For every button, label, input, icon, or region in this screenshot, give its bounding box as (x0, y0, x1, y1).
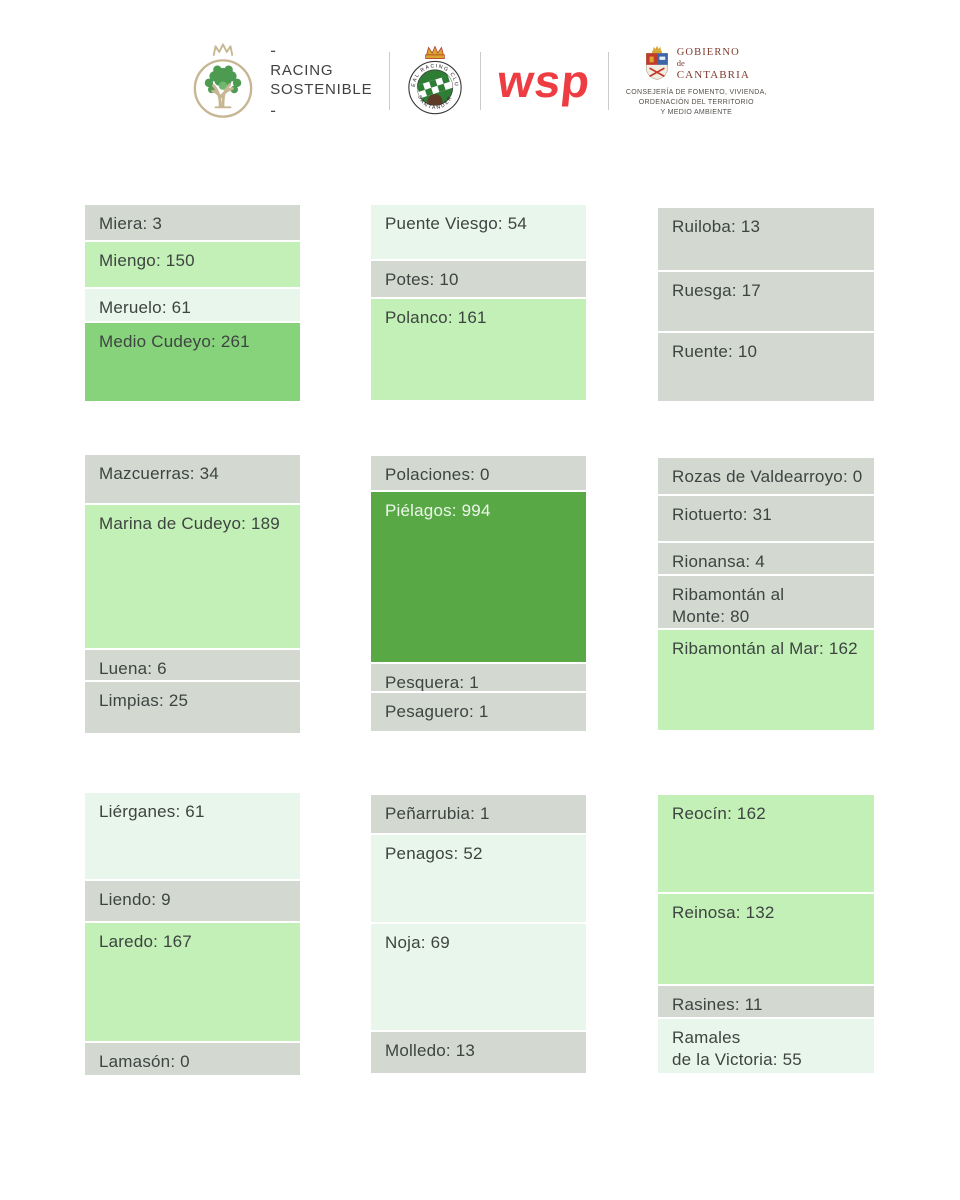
cell-lierganes: Liérganes: 61 (85, 793, 300, 879)
treemap-block-l2: Liérganes: 61 Liendo: 9 Laredo: 167 Lama… (85, 793, 300, 1077)
cell-label: Piélagos: 994 (385, 501, 491, 520)
gobierno-line3: CANTABRIA (676, 68, 750, 81)
header-divider (480, 52, 482, 110)
cell-rionansa: Rionansa: 4 (658, 543, 874, 574)
treemap-block-ru: Ruiloba: 13 Ruesga: 17 Ruente: 10 (658, 208, 874, 403)
cell-potes: Potes: 10 (371, 261, 586, 297)
dash-top: - (270, 41, 276, 61)
cell-label: Pesaguero: 1 (385, 702, 489, 721)
cell-label: Miera: 3 (99, 214, 163, 233)
cell-label: Potes: 10 (385, 270, 459, 289)
cell-label: Mazcuerras: 34 (99, 464, 219, 483)
cell-ramales-de-la-victoria: Ramales de la Victoria: 55 (658, 1019, 874, 1073)
cell-laredo: Laredo: 167 (85, 923, 300, 1041)
cell-label: Noja: 69 (385, 933, 450, 952)
cell-label: Polaciones: 0 (385, 465, 490, 484)
cell-limpias: Limpias: 25 (85, 682, 300, 733)
cell-pesquera: Pesquera: 1 (371, 664, 586, 691)
cell-label: Reinosa: 132 (672, 903, 775, 922)
cell-lamason: Lamasón: 0 (85, 1043, 300, 1075)
cell-ruente: Ruente: 10 (658, 333, 874, 401)
cell-label: Penagos: 52 (385, 844, 483, 863)
cell-label: Luena: 6 (99, 659, 167, 678)
cell-luena: Luena: 6 (85, 650, 300, 680)
cell-label: Rasines: 11 (672, 995, 763, 1014)
cell-label: Meruelo: 61 (99, 298, 191, 317)
treemap-block-p1: Puente Viesgo: 54 Potes: 10 Polanco: 161 (371, 205, 586, 402)
cell-medio-cudeyo: Medio Cudeyo: 261 (85, 323, 300, 401)
racing-sostenible-title: RACING SOSTENIBLE (270, 62, 373, 98)
gobierno-line1: GOBIERNO (676, 47, 740, 59)
cell-polaciones: Polaciones: 0 (371, 456, 586, 490)
cell-penagos: Penagos: 52 (371, 835, 586, 922)
cell-reocin: Reocín: 162 (658, 795, 874, 892)
cell-pielagos: Piélagos: 994 (371, 492, 586, 662)
cell-mazcuerras: Mazcuerras: 34 (85, 455, 300, 503)
header-divider (389, 52, 391, 110)
cell-label: Laredo: 167 (99, 932, 192, 951)
cantabria-coat-of-arms-icon (645, 46, 668, 81)
cell-label: Medio Cudeyo: 261 (99, 332, 250, 351)
cell-label: Pesquera: 1 (385, 673, 479, 691)
cell-meruelo: Meruelo: 61 (85, 289, 300, 321)
cell-label: Ruente: 10 (672, 342, 758, 361)
gobierno-department-text: CONSEJERÍA DE FOMENTO, VIVIENDA, ORDENAC… (625, 89, 767, 116)
cell-noja: Noja: 69 (371, 924, 586, 1030)
cell-miera: Miera: 3 (85, 205, 300, 240)
gobierno-line2: de (676, 58, 685, 69)
cell-label: Reocín: 162 (672, 804, 766, 823)
cell-label: Liendo: 9 (99, 890, 171, 909)
cell-ruiloba: Ruiloba: 13 (658, 208, 874, 270)
cell-label: Riotuerto: 31 (672, 505, 772, 524)
treemap-block-m: Miera: 3 Miengo: 150 Meruelo: 61 Medio C… (85, 205, 300, 403)
cell-label: Polanco: 161 (385, 308, 487, 327)
cell-puente-viesgo: Puente Viesgo: 54 (371, 205, 586, 259)
cell-label: Ribamontán al Monte: 80 (672, 585, 785, 627)
cell-rozas-de-valdearroyo: Rozas de Valdearroyo: 0 (658, 458, 874, 494)
cell-liendo: Liendo: 9 (85, 881, 300, 921)
cell-label: Marina de Cudeyo: 189 (99, 514, 280, 533)
cell-rasines: Rasines: 11 (658, 986, 874, 1017)
treemap-block-p3: Peñarrubia: 1 Penagos: 52 Noja: 69 Molle… (371, 795, 586, 1075)
cell-reinosa: Reinosa: 132 (658, 894, 874, 984)
cell-miengo: Miengo: 150 (85, 242, 300, 287)
racing-club-crest-icon: REAL RACING CLUB SANTANDER (407, 45, 463, 115)
dash-bottom: - (270, 100, 276, 120)
cell-label: Molledo: 13 (385, 1041, 476, 1060)
treemap-block-p2: Polaciones: 0 Piélagos: 994 Pesquera: 1 … (371, 456, 586, 733)
gobierno-title: GOBIERNO de CANTABRIA (677, 47, 750, 81)
cell-riotuerto: Riotuerto: 31 (658, 496, 874, 541)
cell-label: Ribamontán al Mar: 162 (672, 639, 858, 658)
cell-pesaguero: Pesaguero: 1 (371, 693, 586, 731)
cell-label: Ramales de la Victoria: 55 (672, 1028, 802, 1070)
cell-label: Ruiloba: 13 (672, 217, 761, 236)
cell-label: Miengo: 150 (99, 251, 195, 270)
cell-molledo: Molledo: 13 (371, 1032, 586, 1073)
racing-sostenible-tree-icon (193, 43, 253, 118)
cell-label: Ruesga: 17 (672, 281, 761, 300)
cell-polanco: Polanco: 161 (371, 299, 586, 400)
cell-label: Rozas de Valdearroyo: 0 (672, 467, 863, 486)
cell-label: Puente Viesgo: 54 (385, 214, 528, 233)
cell-ribamontan-al-mar: Ribamontán al Mar: 162 (658, 630, 874, 730)
header-divider (607, 52, 609, 110)
cell-label: Lamasón: 0 (99, 1052, 190, 1071)
header-logos: - RACING SOSTENIBLE - REAL RACING (0, 42, 960, 120)
cell-label: Rionansa: 4 (672, 552, 765, 571)
treemap-block-r1: Rozas de Valdearroyo: 0 Riotuerto: 31 Ri… (658, 458, 874, 732)
cell-label: Liérganes: 61 (99, 802, 205, 821)
treemap-block-r2: Reocín: 162 Reinosa: 132 Rasines: 11 Ram… (658, 795, 874, 1075)
wsp-logo: wsp (495, 55, 594, 107)
cell-ribamontan-al-monte: Ribamontán al Monte: 80 (658, 576, 874, 628)
racing-sostenible-wordmark: - RACING SOSTENIBLE - (270, 41, 373, 120)
gobierno-cantabria-logo: GOBIERNO de CANTABRIA CONSEJERÍA DE FOME… (626, 44, 767, 117)
cell-marina-de-cudeyo: Marina de Cudeyo: 189 (85, 505, 300, 648)
cell-penarrubia: Peñarrubia: 1 (371, 795, 586, 833)
cell-label: Limpias: 25 (99, 691, 189, 710)
treemap-block-l1: Mazcuerras: 34 Marina de Cudeyo: 189 Lue… (85, 455, 300, 735)
cell-ruesga: Ruesga: 17 (658, 272, 874, 331)
cell-label: Peñarrubia: 1 (385, 804, 490, 823)
